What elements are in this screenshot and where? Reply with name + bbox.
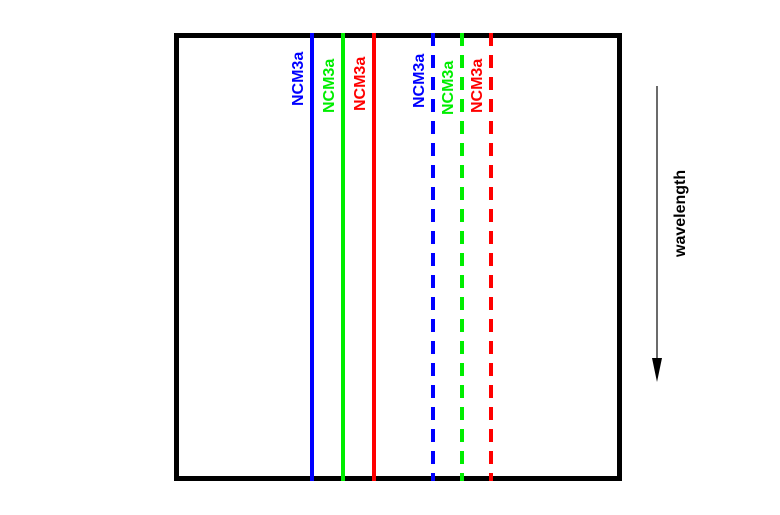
dashed-line-red [489, 33, 494, 481]
dashed-line-green [460, 33, 465, 481]
line-label-solid-green: NCM3a [320, 58, 338, 113]
solid-line-green [340, 33, 345, 481]
line-label-dashed-green: NCM3a [440, 60, 458, 115]
solid-line-blue [309, 33, 314, 481]
line-label-solid-red: NCM3a [351, 56, 369, 111]
line-label-dashed-red: NCM3a [469, 58, 487, 113]
axis-line [656, 86, 658, 360]
down-arrow-icon [652, 358, 662, 382]
solid-line-red [371, 33, 376, 481]
line-label-dashed-blue: NCM3a [410, 53, 428, 108]
axis-label: wavelength [672, 169, 689, 257]
dashed-line-blue [430, 33, 435, 481]
line-label-solid-blue: NCM3a [289, 51, 307, 106]
plot-box: NCM3a NCM3a NCM3a NCM3a NCM3a NCM3a [174, 33, 622, 481]
